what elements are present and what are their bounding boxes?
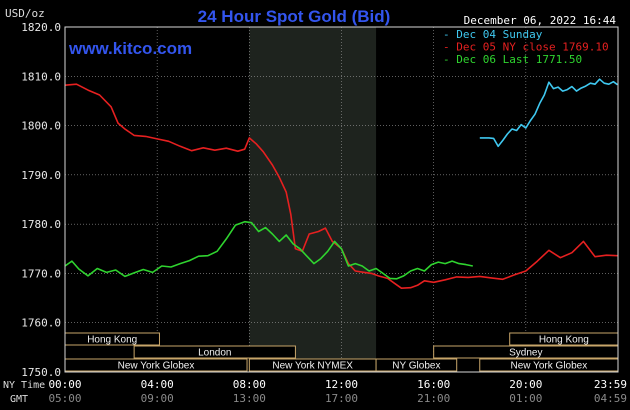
y-tick-label: 1760.0 [21, 317, 61, 330]
plot-frame [64, 26, 619, 373]
gmt-label: GMT [10, 394, 28, 405]
x-tick-label-gmt: 17:00 [325, 392, 358, 405]
session-bar [133, 345, 296, 359]
session-label: New York Globex [511, 361, 588, 372]
session-label: Hong Kong [539, 335, 589, 346]
series-line-1 [64, 83, 618, 290]
y-tick-label: 1820.0 [21, 21, 61, 34]
session-label: Sydney [509, 348, 542, 359]
x-tick-label-ny: 16:00 [417, 378, 450, 391]
x-tick-label-ny: 20:00 [509, 378, 542, 391]
session-bar [375, 358, 458, 372]
x-tick-label-gmt: 09:00 [141, 392, 174, 405]
y-tick-label: 1780.0 [21, 218, 61, 231]
series-layer [64, 78, 618, 290]
legend: - Dec 04 Sunday- Dec 05 NY close 1769.10… [443, 28, 609, 66]
x-tick-label-ny: 23:59 [594, 378, 627, 391]
chart-title: 24 Hour Spot Gold (Bid) [198, 7, 391, 26]
session-label: New York Globex [118, 361, 195, 372]
session-label: NY Globex [392, 361, 440, 372]
ny-time-label: NY Time [3, 380, 45, 391]
series-line-0 [479, 78, 618, 148]
y-tick-label: 1750.0 [21, 366, 61, 379]
trading-sessions-layer: Hong Kong Hong Kong London Sydney New York G… [64, 332, 619, 372]
legend-entry: - Dec 06 Last 1771.50 [443, 53, 582, 66]
session-label: New York NYMEX [272, 361, 353, 372]
y-tick-label: 1770.0 [21, 267, 61, 280]
y-tick-label: 1810.0 [21, 70, 61, 83]
axis-labels-layer: 1820.0 1810.0 1800.0 1790.0 1780.0 1770.0 1760… [21, 21, 627, 405]
x-tick-label-ny: 08:00 [233, 378, 266, 391]
highlight-band-layer [249, 27, 377, 372]
x-tick-label-gmt: 01:00 [509, 392, 542, 405]
nymex-session-band [249, 27, 377, 372]
session-label: London [198, 348, 231, 359]
date-timestamp: December 06, 2022 16:44 [464, 14, 617, 27]
session-label: Hong Kong [87, 335, 137, 346]
x-tick-label-ny: 04:00 [141, 378, 174, 391]
x-tick-label-gmt: 04:59 [594, 392, 627, 405]
source-watermark: www.kitco.com [68, 39, 192, 58]
x-tick-label-gmt: 05:00 [48, 392, 81, 405]
x-tick-label-ny: 00:00 [48, 378, 81, 391]
series-line-2 [64, 220, 473, 280]
legend-entry: - Dec 05 NY close 1769.10 [443, 41, 609, 54]
y-unit-label: USD/oz [5, 7, 45, 20]
y-tick-label: 1800.0 [21, 120, 61, 133]
legend-entry: - Dec 04 Sunday [443, 28, 543, 41]
y-tick-label: 1790.0 [21, 169, 61, 182]
x-tick-label-gmt: 13:00 [233, 392, 266, 405]
x-tick-label-ny: 12:00 [325, 378, 358, 391]
x-tick-label-gmt: 21:00 [417, 392, 450, 405]
